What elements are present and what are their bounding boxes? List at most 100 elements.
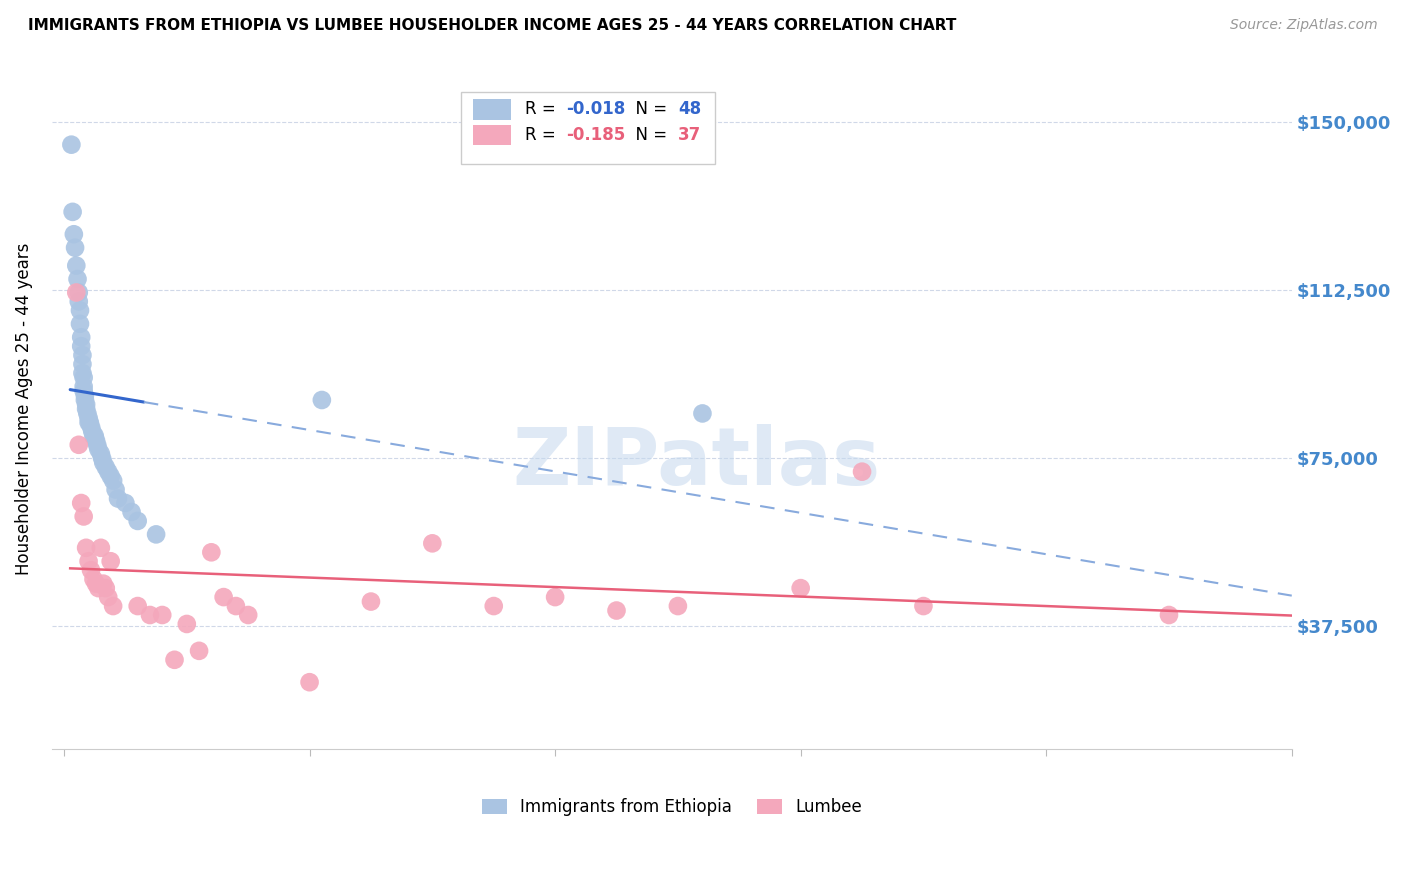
Text: N =: N = [624,127,672,145]
Point [83,429,105,443]
Point [82,572,104,586]
Point [65,285,87,300]
Point [87,581,110,595]
Point [107,491,129,506]
Point [97,465,120,479]
Point [666,599,689,613]
Point [238,607,260,622]
Point [63,227,86,242]
Point [200,545,222,559]
Point [544,590,567,604]
Point [100,469,122,483]
Point [90,541,112,555]
Point [75,541,97,555]
Point [91,576,114,591]
Point [73,392,96,407]
Point [80,420,103,434]
Point [84,434,107,448]
Point [176,617,198,632]
Point [101,474,124,488]
Point [912,599,935,613]
Point [127,599,149,613]
Point [63,241,86,255]
Text: Source: ZipAtlas.com: Source: ZipAtlas.com [1230,18,1378,32]
Point [311,392,333,407]
Point [65,259,87,273]
Point [70,496,93,510]
Point [1157,607,1180,622]
Point [225,599,247,613]
Text: 37: 37 [678,127,702,145]
Point [86,438,108,452]
Point [69,317,91,331]
Point [76,406,98,420]
Point [104,483,127,497]
Point [91,456,114,470]
Point [79,416,101,430]
Point [70,330,93,344]
Text: R =: R = [526,127,561,145]
Text: R =: R = [526,101,561,119]
Point [75,401,97,416]
Point [94,460,117,475]
FancyBboxPatch shape [474,99,510,120]
Point [67,285,90,300]
Text: -0.018: -0.018 [567,101,626,119]
Point [77,411,100,425]
Point [67,294,90,309]
Point [72,348,94,362]
Point [298,675,321,690]
Text: N =: N = [624,101,672,119]
FancyBboxPatch shape [474,125,510,145]
Point [91,451,114,466]
Point [73,509,96,524]
Point [77,416,100,430]
Point [212,590,235,604]
Point [422,536,444,550]
Point [145,527,167,541]
Point [62,205,84,219]
Point [82,429,104,443]
Legend: Immigrants from Ethiopia, Lumbee: Immigrants from Ethiopia, Lumbee [475,791,869,822]
Point [163,653,186,667]
Point [70,339,93,353]
Point [87,442,110,457]
Point [114,496,136,510]
Text: -0.185: -0.185 [567,127,626,145]
Point [73,384,96,398]
Point [94,581,117,595]
Point [150,607,173,622]
Point [360,594,382,608]
Point [66,272,89,286]
Point [84,576,107,591]
Y-axis label: Householder Income Ages 25 - 44 years: Householder Income Ages 25 - 44 years [15,243,32,575]
Point [139,607,162,622]
Point [82,425,104,439]
Point [72,366,94,380]
Point [188,644,211,658]
Point [67,438,90,452]
Point [101,599,124,613]
Point [60,137,83,152]
Point [605,603,627,617]
Point [73,379,96,393]
Text: 48: 48 [678,101,702,119]
Point [77,554,100,568]
Point [100,554,122,568]
Point [75,397,97,411]
Point [97,590,120,604]
Point [73,370,96,384]
FancyBboxPatch shape [461,93,716,164]
Point [69,303,91,318]
Text: ZIPatlas: ZIPatlas [512,425,880,502]
Text: IMMIGRANTS FROM ETHIOPIA VS LUMBEE HOUSEHOLDER INCOME AGES 25 - 44 YEARS CORRELA: IMMIGRANTS FROM ETHIOPIA VS LUMBEE HOUSE… [28,18,956,33]
Point [80,563,103,577]
Point [127,514,149,528]
Point [692,406,714,420]
Point [789,581,811,595]
Point [73,388,96,402]
Point [851,465,873,479]
Point [121,505,143,519]
Point [482,599,505,613]
Point [72,357,94,371]
